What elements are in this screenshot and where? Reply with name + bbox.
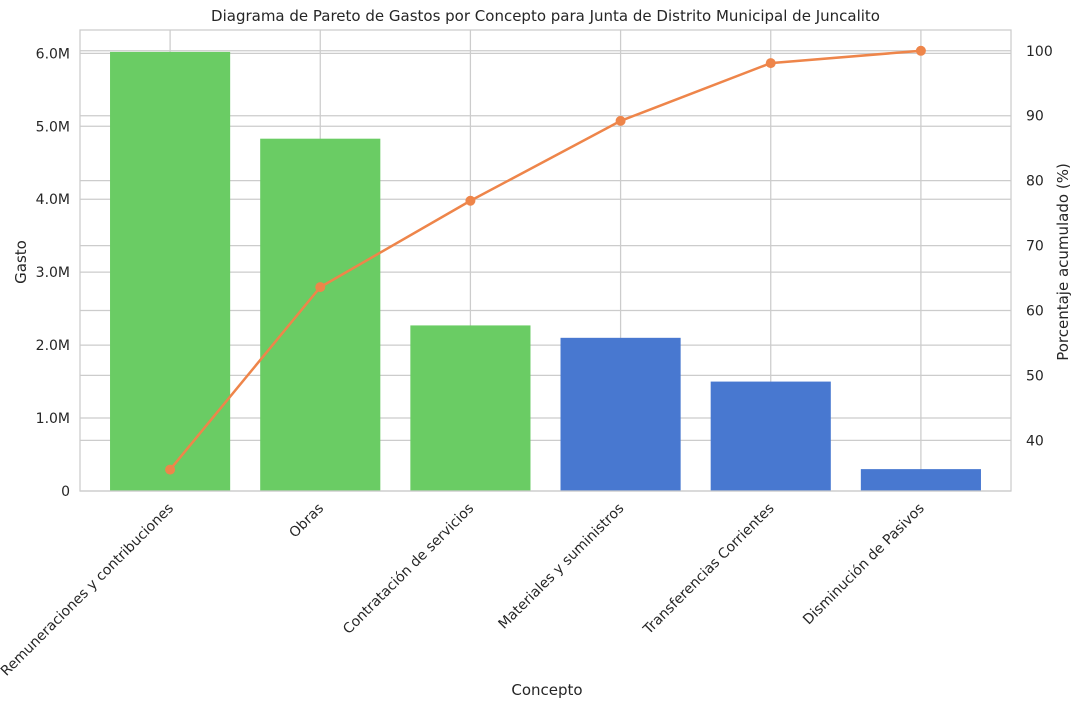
y2-axis-label: Porcentaje acumulado (%) xyxy=(1054,163,1072,361)
cumulative-line-group xyxy=(165,45,926,475)
cumulative-line xyxy=(169,49,922,471)
y2-tick-label: 40 xyxy=(1026,433,1044,449)
y-axis-label: Gasto xyxy=(12,240,30,284)
cumulative-point xyxy=(315,282,326,293)
y-tick-label: 0 xyxy=(61,484,70,500)
y2-tick-label: 70 xyxy=(1026,239,1044,255)
bar xyxy=(260,138,381,491)
x-tick-label: Materiales y suministros xyxy=(496,501,628,633)
cumulative-point xyxy=(615,115,626,126)
left-axis-ticks: 0 1.0M 2.0M 3.0M 4.0M 5.0M 6.0M xyxy=(36,46,70,500)
x-tick-label: Obras xyxy=(286,501,327,542)
y2-tick-label: 100 xyxy=(1026,44,1053,60)
x-tick-label: Transferencias Corrientes xyxy=(640,501,778,639)
y-tick-label: 5.0M xyxy=(36,119,70,135)
y-tick-label: 2.0M xyxy=(36,338,70,354)
cumulative-point xyxy=(765,58,776,69)
y2-tick-label: 50 xyxy=(1026,368,1044,384)
x-tick-label: Remuneraciones y contribuciones xyxy=(0,501,177,680)
x-axis-label: Concepto xyxy=(511,681,582,699)
y-tick-label: 3.0M xyxy=(36,265,70,281)
y-tick-label: 1.0M xyxy=(36,411,70,427)
y2-tick-label: 80 xyxy=(1026,174,1044,190)
y-tick-label: 6.0M xyxy=(36,46,70,62)
x-axis-ticks: Remuneraciones y contribuciones Obras Cont… xyxy=(0,501,928,680)
cumulative-point xyxy=(165,464,176,475)
bar xyxy=(710,381,831,491)
bar xyxy=(110,51,231,492)
y2-tick-label: 90 xyxy=(1026,109,1044,125)
x-tick-label: Disminución de Pasivos xyxy=(800,501,928,629)
right-gridlines xyxy=(80,50,1011,441)
bar xyxy=(560,337,681,491)
y-tick-label: 4.0M xyxy=(36,192,70,208)
y2-tick-label: 60 xyxy=(1026,303,1044,319)
bar xyxy=(860,469,981,491)
bars-group xyxy=(110,51,981,492)
plot-background xyxy=(80,30,1011,491)
x-tick-label: Contratación de servicios xyxy=(340,501,477,638)
cumulative-point xyxy=(915,45,926,56)
right-axis-ticks: 40 50 60 70 80 90 100 xyxy=(1026,44,1053,450)
cumulative-point xyxy=(465,195,476,206)
chart-title: Diagrama de Pareto de Gastos por Concept… xyxy=(211,7,880,25)
plot-frame xyxy=(79,29,1012,492)
bar xyxy=(410,325,531,491)
